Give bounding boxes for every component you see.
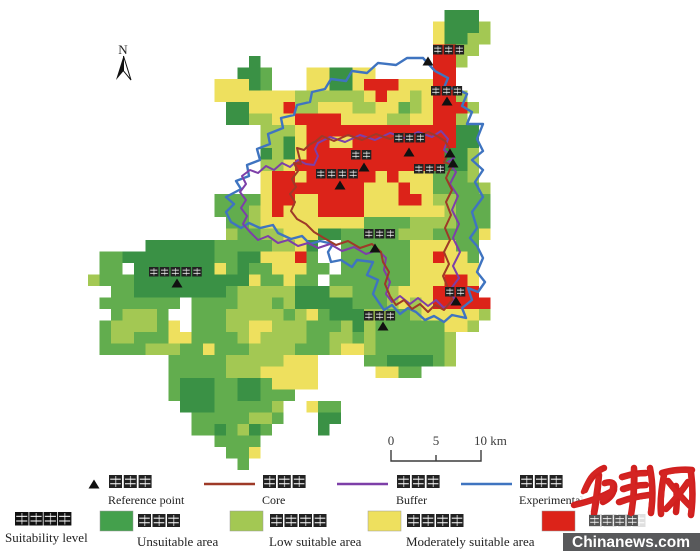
svg-text:Core: Core	[262, 493, 285, 507]
svg-text:Reference point: Reference point	[108, 493, 185, 507]
svg-text:Buffer: Buffer	[396, 493, 427, 507]
svg-text:0: 0	[388, 433, 395, 448]
svg-text:Moderately suitable area: Moderately suitable area	[406, 534, 535, 549]
svg-text:Low suitable area: Low suitable area	[269, 534, 362, 549]
svg-text:Chinanews.com: Chinanews.com	[572, 534, 690, 551]
svg-text:5: 5	[433, 433, 440, 448]
svg-text:Suitability level: Suitability level	[5, 530, 88, 545]
svg-text:Unsuitable area: Unsuitable area	[137, 534, 218, 549]
svg-text:10 km: 10 km	[474, 433, 507, 448]
svg-text:N: N	[118, 42, 128, 57]
